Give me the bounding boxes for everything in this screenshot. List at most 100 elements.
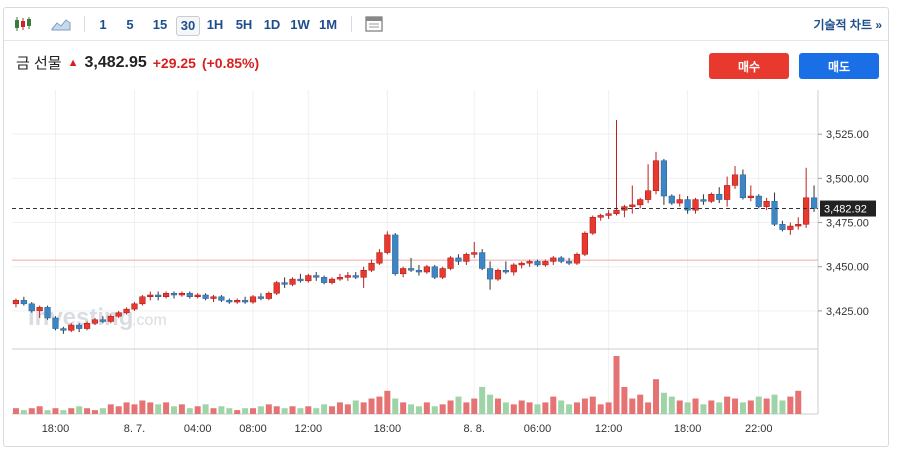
volume-bar bbox=[234, 410, 241, 414]
candle-body bbox=[328, 278, 336, 283]
sell-button[interactable]: 매도 bbox=[799, 53, 879, 79]
candle-body bbox=[510, 264, 517, 273]
timeframe-30[interactable]: 30 bbox=[176, 16, 200, 36]
candle-body bbox=[724, 185, 731, 200]
candle-body bbox=[731, 174, 739, 186]
volume-bar bbox=[210, 408, 217, 414]
candle-body bbox=[226, 300, 233, 303]
timeframe-15[interactable]: 15 bbox=[152, 17, 168, 32]
candle-body bbox=[344, 275, 351, 278]
volume-bar bbox=[265, 404, 272, 414]
volume-bar bbox=[700, 404, 707, 414]
up-arrow-icon: ▲ bbox=[67, 56, 79, 69]
timeframe-5h[interactable]: 5H bbox=[235, 17, 253, 32]
timeframe-1d[interactable]: 1D bbox=[263, 17, 281, 32]
volume-bar bbox=[510, 404, 517, 414]
volume-bar bbox=[724, 396, 731, 414]
y-tick-label: 3,475.00 bbox=[826, 218, 869, 230]
candle-body bbox=[257, 296, 265, 299]
volume-bar bbox=[20, 410, 27, 414]
candle-body bbox=[68, 324, 75, 331]
candle-body bbox=[739, 174, 747, 199]
calendar-icon[interactable] bbox=[363, 14, 385, 34]
candle-body bbox=[763, 201, 770, 207]
candle-body bbox=[676, 199, 683, 204]
timeframe-5[interactable]: 5 bbox=[126, 17, 134, 32]
volume-bar bbox=[115, 406, 122, 414]
candle-body bbox=[99, 319, 106, 322]
volume-bar bbox=[186, 408, 193, 414]
candle-body bbox=[210, 296, 217, 299]
candle-body bbox=[613, 209, 620, 214]
candle-body bbox=[502, 269, 509, 273]
volume-bar bbox=[28, 408, 35, 414]
volume-bar bbox=[487, 394, 494, 414]
candle-body bbox=[194, 294, 201, 298]
candle-body bbox=[384, 234, 391, 253]
candle-body bbox=[684, 199, 691, 211]
volume-bar bbox=[660, 392, 667, 414]
candle-body bbox=[281, 282, 288, 285]
volume-bar bbox=[68, 408, 75, 414]
candle-body bbox=[771, 201, 778, 225]
candle-body bbox=[273, 282, 280, 294]
candle-body bbox=[779, 224, 786, 230]
buy-button[interactable]: 매수 bbox=[709, 53, 789, 79]
candle-body bbox=[573, 254, 581, 264]
volume-bar bbox=[273, 406, 280, 414]
y-tick-label: 3,525.00 bbox=[826, 129, 869, 141]
candle-body bbox=[91, 319, 99, 324]
candle-body bbox=[76, 324, 83, 329]
technical-chart-link[interactable]: 기술적 차트 » bbox=[813, 18, 882, 32]
candle-body bbox=[376, 252, 383, 264]
volume-bar bbox=[84, 408, 91, 414]
candle-body bbox=[526, 261, 533, 264]
timeframe-1[interactable]: 1 bbox=[99, 17, 107, 32]
area-chart-icon[interactable] bbox=[50, 14, 72, 34]
volume-bar bbox=[589, 396, 596, 414]
volume-bar bbox=[629, 398, 636, 414]
volume-bar bbox=[471, 398, 478, 414]
volume-bar bbox=[653, 379, 660, 414]
x-tick-label: 04:00 bbox=[184, 423, 212, 435]
volume-bar bbox=[313, 408, 320, 414]
volume-bar bbox=[637, 394, 644, 414]
candlestick-icon[interactable] bbox=[12, 14, 34, 34]
volume-bar bbox=[447, 400, 454, 414]
price-change-pct: (+0.85%) bbox=[201, 54, 260, 71]
toolbar-divider bbox=[84, 16, 85, 32]
volume-bar bbox=[250, 408, 257, 414]
candle-body bbox=[178, 292, 185, 296]
timeframe-1w[interactable]: 1W bbox=[290, 17, 310, 32]
candle-body bbox=[534, 261, 541, 266]
candle-body bbox=[186, 292, 193, 298]
candle-body bbox=[115, 312, 122, 317]
volume-bar bbox=[178, 404, 185, 414]
candle-body bbox=[336, 277, 344, 280]
volume-bar bbox=[732, 398, 739, 414]
timeframe-1h[interactable]: 1H bbox=[206, 17, 224, 32]
volume-bar bbox=[779, 400, 786, 414]
volume-bar bbox=[621, 386, 628, 414]
candle-body bbox=[471, 252, 478, 255]
timeframe-1m[interactable]: 1M bbox=[318, 17, 338, 32]
volume-bar bbox=[787, 396, 794, 414]
volume-bar bbox=[107, 404, 114, 414]
candle-body bbox=[518, 262, 525, 266]
volume-bar bbox=[329, 406, 336, 414]
candle-body bbox=[60, 328, 67, 331]
volume-bar bbox=[400, 402, 407, 414]
volume-bar bbox=[494, 398, 501, 414]
y-tick-label: 3,450.00 bbox=[826, 262, 869, 274]
volume-bar bbox=[44, 410, 51, 414]
volume-bar bbox=[708, 400, 715, 414]
candle-body bbox=[392, 234, 399, 275]
candle-body bbox=[28, 303, 35, 312]
volume-bar bbox=[795, 390, 802, 414]
candle-body bbox=[400, 268, 407, 275]
candle-body bbox=[787, 225, 794, 230]
candle-body bbox=[652, 160, 660, 191]
candle-body bbox=[107, 315, 114, 322]
last-price-line: 3,482.92 bbox=[12, 200, 876, 217]
